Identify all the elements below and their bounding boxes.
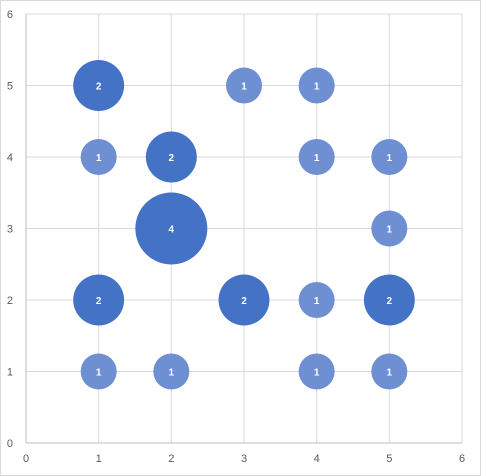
bubble — [73, 274, 125, 326]
x-tick-label: 2 — [168, 453, 174, 465]
bubble — [371, 139, 408, 175]
bubble — [363, 274, 415, 326]
bubble-label: 1 — [314, 153, 320, 164]
tick-labels: 0 1 2 3 4 5 6 0 1 2 3 4 5 6 — [7, 9, 465, 465]
bubble — [298, 139, 335, 175]
x-tick-label: 1 — [96, 453, 102, 465]
y-tick-label: 6 — [7, 9, 13, 21]
y-tick-label: 2 — [7, 295, 13, 307]
bubble-label: 1 — [96, 368, 102, 379]
x-tick-label: 4 — [314, 453, 320, 465]
bubble-label: 1 — [314, 368, 320, 379]
bubble-label: 2 — [169, 153, 175, 164]
bubble-label: 1 — [387, 153, 393, 164]
y-tick-label: 4 — [7, 152, 13, 164]
bubble — [145, 131, 197, 183]
bubble-label: 1 — [314, 296, 320, 307]
bubble — [73, 60, 125, 111]
bubble-label: 1 — [96, 153, 102, 164]
bubble-label: 1 — [314, 82, 320, 93]
bubble — [218, 274, 270, 326]
y-tick-label: 1 — [7, 367, 13, 379]
bubble — [371, 210, 408, 247]
y-tick-label: 5 — [7, 81, 13, 93]
bubble — [298, 67, 335, 104]
bubble — [298, 353, 335, 390]
axes — [25, 14, 462, 444]
bubble-label: 2 — [387, 296, 393, 307]
y-tick-label: 0 — [7, 438, 13, 450]
bubble-label: 4 — [169, 225, 175, 236]
bubble-label: 1 — [387, 368, 393, 379]
bubble — [153, 353, 190, 390]
bubble — [226, 67, 262, 104]
bubble — [80, 353, 117, 390]
y-tick-label: 3 — [7, 224, 13, 236]
x-tick-label: 6 — [459, 453, 465, 465]
bubble — [298, 282, 335, 318]
bubbles: 2 1 1 1 2 1 1 4 1 2 2 1 2 1 1 1 1 — [73, 60, 415, 390]
x-tick-label: 3 — [241, 453, 247, 465]
bubble-label: 1 — [169, 368, 175, 379]
bubble — [135, 192, 208, 265]
bubble-label: 1 — [387, 225, 393, 236]
bubble-label: 2 — [96, 296, 102, 307]
bubble-label: 1 — [241, 82, 247, 93]
x-tick-label: 5 — [386, 453, 392, 465]
x-tick-label: 0 — [23, 453, 29, 465]
bubble-label: 2 — [96, 82, 102, 93]
bubble — [371, 353, 408, 390]
bubble-label: 2 — [241, 296, 247, 307]
bubble — [80, 139, 117, 175]
